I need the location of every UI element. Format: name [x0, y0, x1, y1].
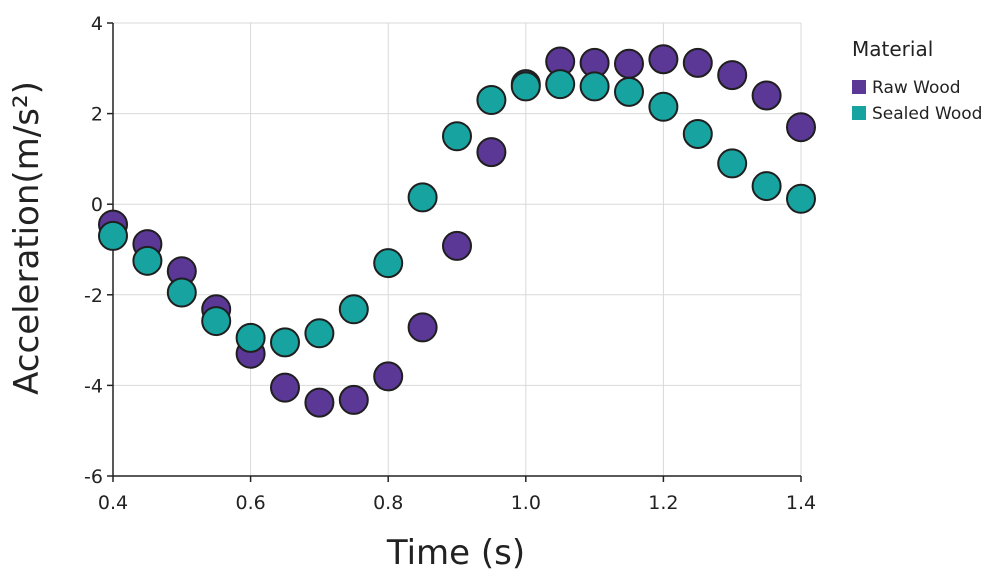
point-raw-wood — [476, 137, 507, 168]
x-tick-label: 1.2 — [648, 492, 678, 514]
point-raw-wood — [786, 112, 816, 143]
y-axis-title: Acceleration(m/s²) — [7, 81, 47, 395]
x-axis-title: Time (s) — [386, 533, 525, 573]
point-sealed-wood — [476, 85, 507, 116]
y-tick-label: -4 — [84, 375, 103, 397]
point-sealed-wood — [304, 318, 335, 349]
point-sealed-wood — [579, 71, 610, 102]
point-sealed-wood — [98, 220, 128, 251]
point-raw-wood — [270, 372, 300, 403]
y-tick-label: -6 — [84, 466, 103, 488]
point-sealed-wood — [235, 322, 266, 353]
point-sealed-wood — [373, 248, 404, 279]
tick-labels: 0.4 0.6 0.8 1.0 1.2 1.4 4 2 0 -2 -4 -6 — [84, 13, 816, 514]
legend-swatch-raw-wood — [852, 80, 866, 94]
point-raw-wood — [717, 60, 748, 91]
point-sealed-wood — [648, 91, 679, 122]
point-sealed-wood — [717, 148, 748, 179]
point-sealed-wood — [132, 245, 163, 276]
x-tick-label: 0.6 — [235, 492, 265, 514]
point-raw-wood — [751, 80, 782, 111]
point-raw-wood — [442, 230, 472, 261]
point-sealed-wood — [614, 76, 644, 107]
point-sealed-wood — [682, 118, 713, 149]
point-sealed-wood — [338, 294, 369, 325]
y-tick-label: 0 — [91, 194, 103, 216]
point-sealed-wood — [510, 71, 541, 102]
point-sealed-wood — [166, 277, 197, 308]
legend-swatch-sealed-wood — [852, 106, 866, 120]
legend: Material Raw Wood Sealed Wood — [852, 37, 982, 124]
x-tick-label: 1.0 — [511, 492, 541, 514]
point-sealed-wood — [442, 121, 472, 152]
point-sealed-wood — [786, 183, 816, 214]
point-raw-wood — [407, 312, 438, 343]
data-points — [98, 44, 816, 418]
point-sealed-wood — [201, 306, 232, 337]
y-tick-label: 4 — [91, 13, 103, 35]
point-raw-wood — [304, 387, 335, 418]
point-raw-wood — [338, 384, 369, 415]
legend-title: Material — [852, 37, 933, 61]
point-raw-wood — [373, 361, 404, 392]
legend-label-raw-wood: Raw Wood — [872, 78, 961, 98]
point-sealed-wood — [751, 171, 782, 202]
point-raw-wood — [614, 48, 644, 79]
x-tick-label: 1.4 — [786, 492, 816, 514]
x-tick-label: 0.4 — [98, 492, 128, 514]
x-tick-label: 0.8 — [373, 492, 403, 514]
legend-label-sealed-wood: Sealed Wood — [872, 104, 982, 124]
point-sealed-wood — [545, 69, 576, 100]
point-sealed-wood — [407, 182, 438, 213]
point-sealed-wood — [270, 327, 300, 358]
point-raw-wood — [682, 47, 713, 78]
point-raw-wood — [648, 44, 679, 75]
y-tick-label: 2 — [91, 104, 103, 126]
y-tick-label: -2 — [84, 285, 103, 307]
